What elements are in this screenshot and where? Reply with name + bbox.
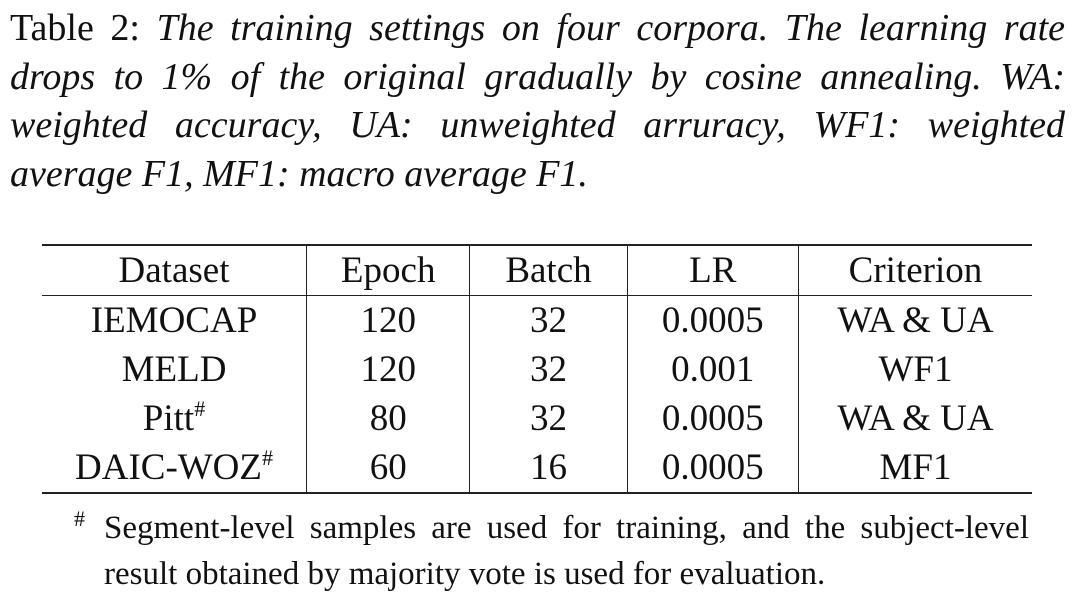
footnote-mark: # — [194, 396, 206, 421]
table-cell: 0.001 — [626, 345, 799, 394]
header-cell: LR — [626, 245, 799, 296]
table-cell: 32 — [469, 394, 628, 443]
table-cell: 60 — [306, 443, 470, 493]
table: Dataset Epoch Batch LR Criterion IEMOCAP 120 3… — [42, 244, 1032, 494]
table-cell: 16 — [469, 443, 628, 493]
table-cell: 32 — [469, 295, 628, 345]
table-cell: WF1 — [797, 345, 1032, 394]
table-cell: IEMOCAP — [42, 296, 307, 346]
table-cell: 0.0005 — [626, 394, 799, 443]
caption-label: Table 2: — [10, 7, 140, 49]
cell-text: MELD — [121, 349, 227, 390]
table-cell: WA & UA — [797, 295, 1032, 345]
table-cell: MF1 — [797, 443, 1032, 493]
table-cell: WA & UA — [797, 394, 1032, 443]
table-row: IEMOCAP 120 32 0.0005 WA & UA — [42, 295, 1032, 346]
footnote-mark: # — [262, 445, 274, 470]
header-cell: Batch — [469, 245, 628, 296]
header-cell: Dataset — [42, 245, 307, 296]
cell-text: IEMOCAP — [90, 300, 258, 341]
caption-text: The training settings on four corpora. T… — [10, 7, 1065, 195]
table-cell: MELD — [42, 345, 307, 394]
cell-text: Pitt — [142, 398, 195, 439]
table-cell: DAIC-WOZ# — [42, 443, 307, 493]
caption: Table 2: The training settings on four c… — [10, 4, 1065, 198]
header-cell: Criterion — [797, 245, 1032, 296]
table-cell: 120 — [306, 295, 470, 345]
table-cell: 120 — [306, 345, 470, 394]
table-cell: 32 — [469, 345, 628, 394]
cell-text: DAIC-WOZ — [75, 447, 263, 488]
table-cell: Pitt# — [42, 394, 307, 443]
header-row: Dataset Epoch Batch LR Criterion — [42, 245, 1032, 296]
table-row: MELD 120 32 0.001 WF1 — [42, 345, 1032, 394]
footnote-mark: # — [74, 506, 85, 531]
footnote: Segment-level samples are used for train… — [104, 510, 1029, 592]
table-row: DAIC-WOZ# 60 16 0.0005 MF1 — [42, 443, 1032, 493]
table-body: IEMOCAP 120 32 0.0005 WA & UA MELD 120 32 0.001 W… — [42, 295, 1032, 493]
header-cell: Epoch — [306, 245, 470, 296]
table-row: Pitt# 80 32 0.0005 WA & UA — [42, 394, 1032, 443]
table-cell: 0.0005 — [626, 443, 799, 493]
table-cell: 80 — [306, 394, 470, 443]
table-cell: 0.0005 — [626, 295, 799, 345]
